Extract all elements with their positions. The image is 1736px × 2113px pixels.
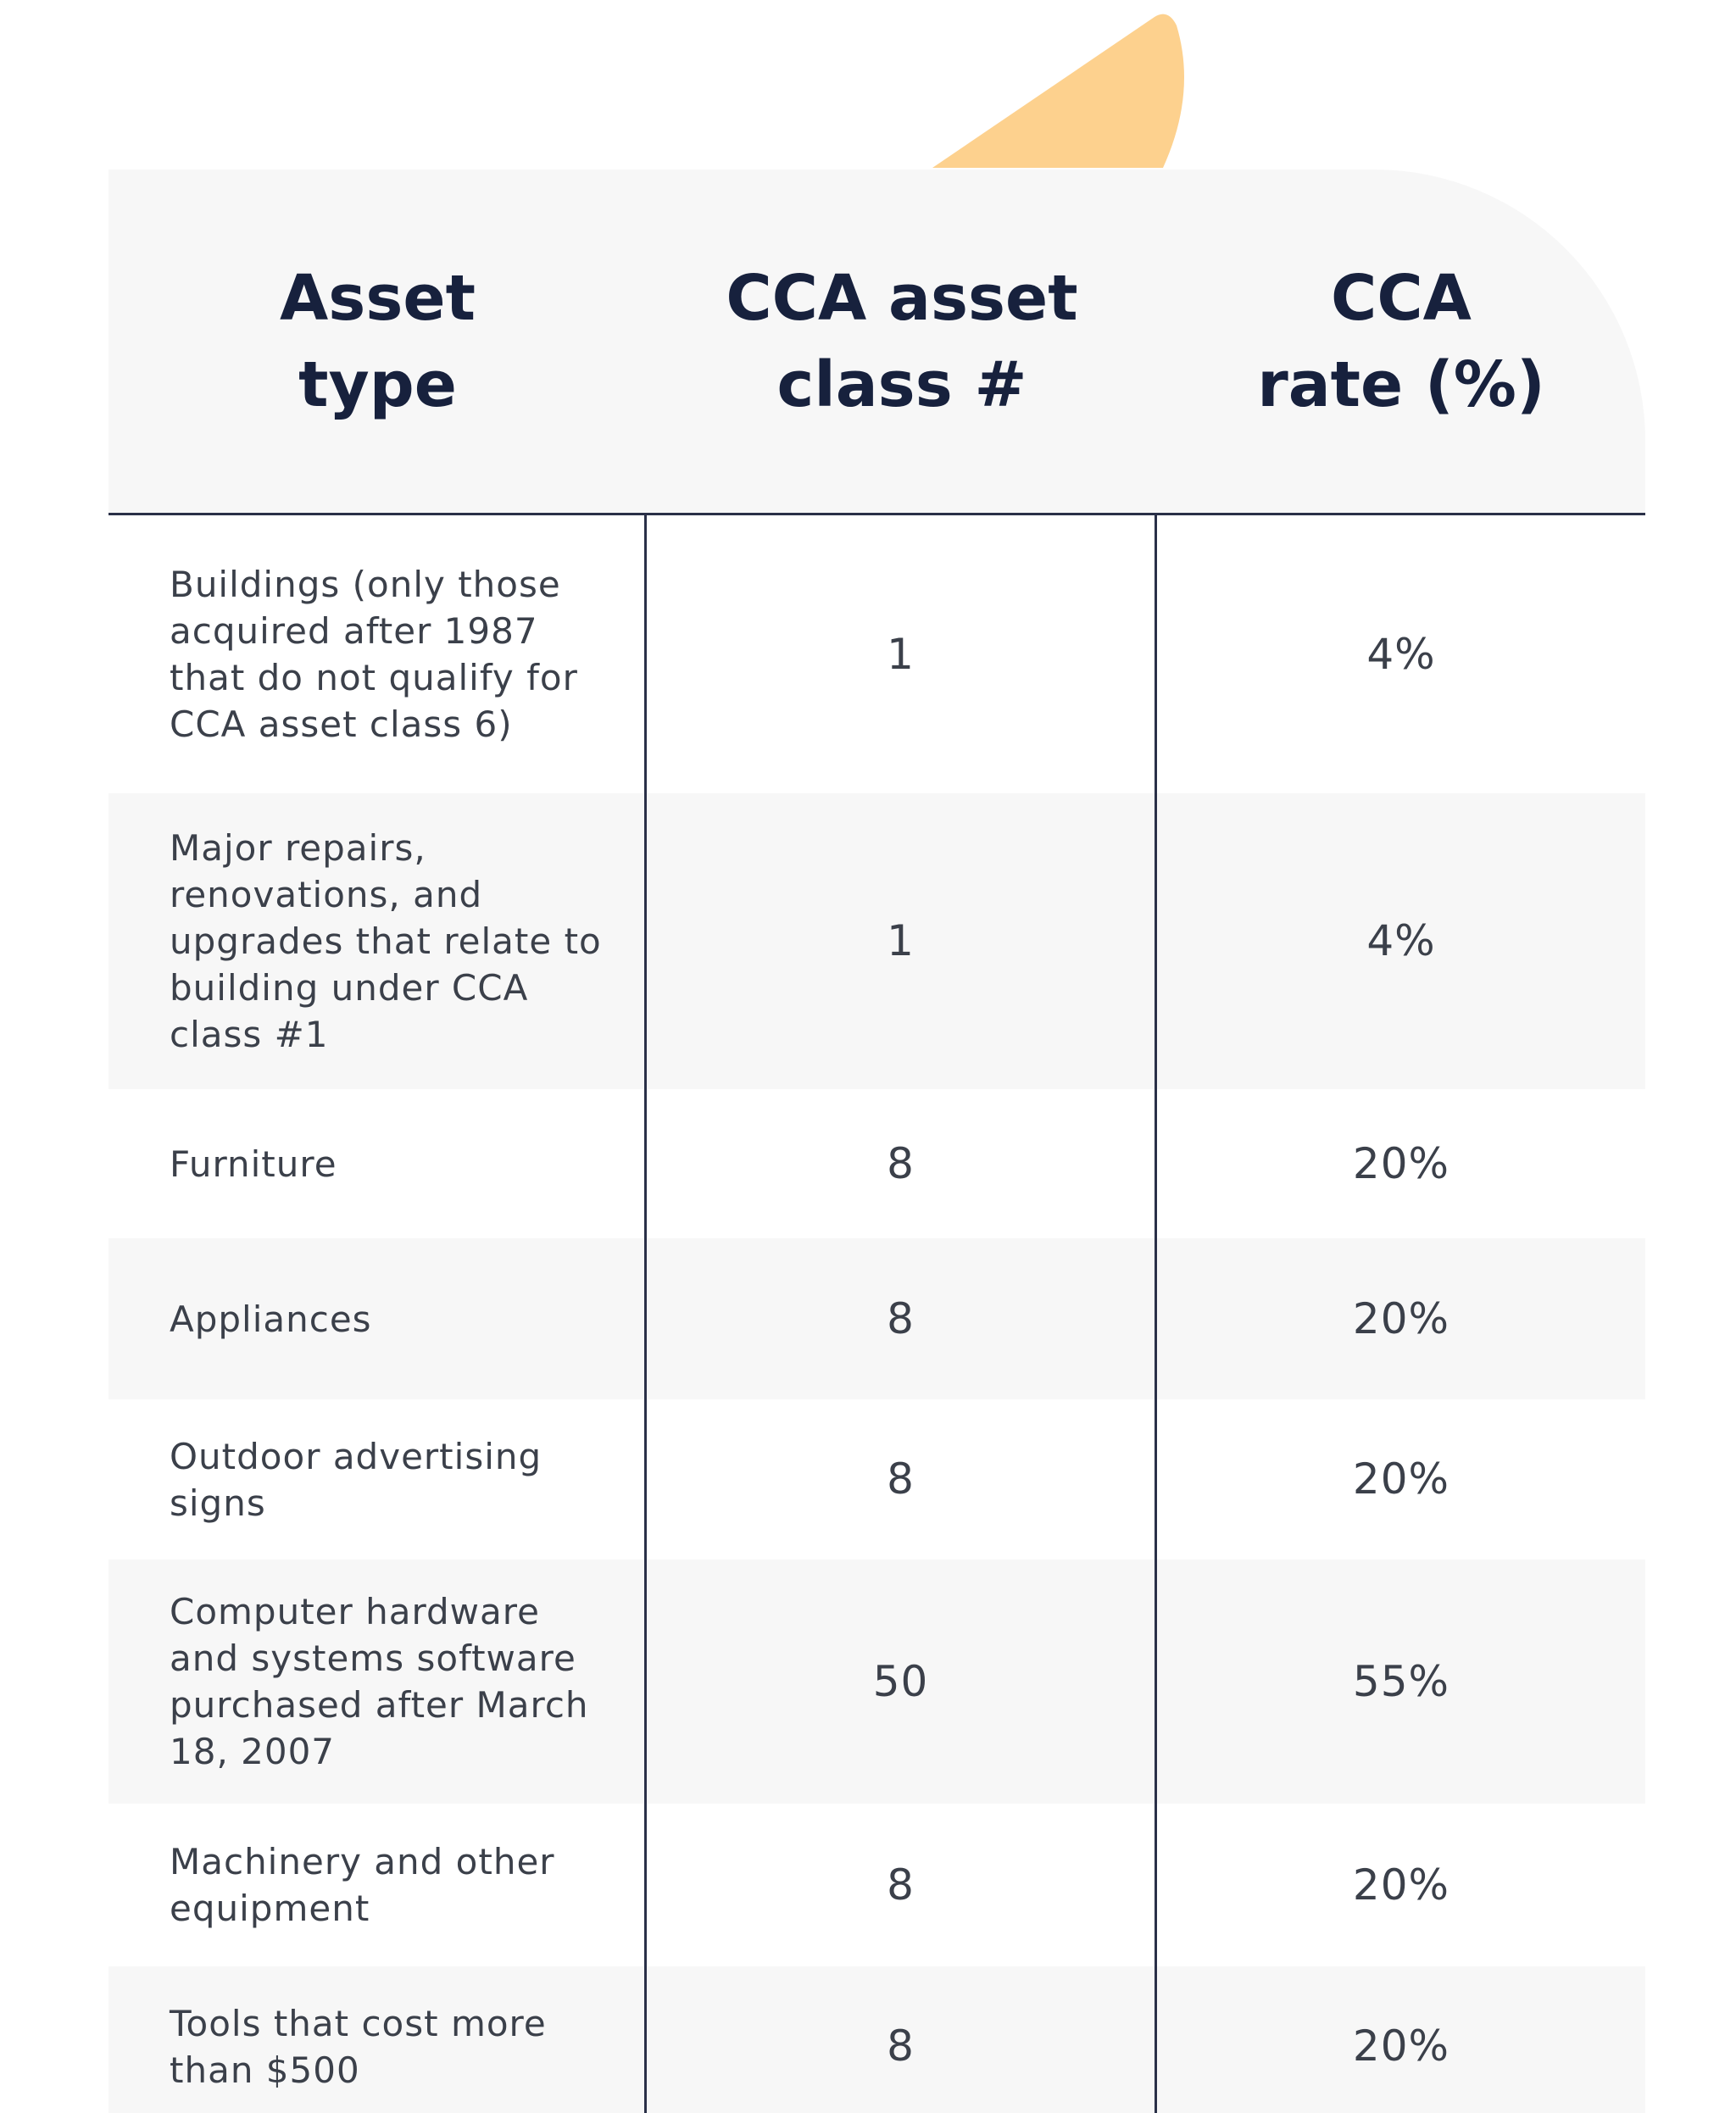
table-cell: 20% [1157, 1238, 1645, 1399]
table-cell: 20% [1157, 1399, 1645, 1560]
yellow-shape [932, 14, 1184, 168]
table-row: Buildings (only those acquired after 198… [108, 515, 1645, 793]
table-cell: 8 [647, 1089, 1157, 1238]
cell-text: 1 [887, 629, 915, 679]
cell-text: Furniture [170, 1143, 337, 1185]
table-row: Outdoor advertising signs 8 20% [108, 1399, 1645, 1560]
header-text: Asset type [280, 261, 476, 421]
table-cell: Computer hardware and systems software p… [108, 1560, 647, 1804]
cell-text: 8 [887, 1138, 915, 1188]
cell-text: 55% [1352, 1656, 1450, 1706]
table-cell: Major repairs, renovations, and upgrades… [108, 793, 647, 1089]
table-row: Appliances 8 20% [108, 1238, 1645, 1399]
table-cell: Buildings (only those acquired after 198… [108, 515, 647, 793]
table-row: Tools that cost more than $500 8 20% [108, 1966, 1645, 2113]
table-cell: 4% [1157, 793, 1645, 1089]
header-text: CCA rate (%) [1257, 261, 1545, 421]
table-cell: 8 [647, 1804, 1157, 1966]
cell-text: 20% [1352, 1860, 1450, 1910]
cell-text: Major repairs, renovations, and upgrades… [170, 827, 602, 1055]
cell-text: Appliances [170, 1298, 372, 1340]
cell-text: 50 [872, 1656, 929, 1706]
header-text: CCA asset class # [726, 261, 1078, 421]
header-cell: CCA rate (%) [1157, 170, 1645, 513]
cell-text: Buildings (only those acquired after 198… [170, 564, 578, 745]
cell-text: 20% [1352, 1293, 1450, 1343]
table-cell: 8 [647, 1966, 1157, 2113]
table-cell: Furniture [108, 1089, 647, 1238]
table-cell: 50 [647, 1560, 1157, 1804]
cell-text: Outdoor advertising signs [170, 1435, 542, 1524]
table-row: Major repairs, renovations, and upgrades… [108, 793, 1645, 1089]
table-cell: 1 [647, 793, 1157, 1089]
cell-text: 20% [1352, 2021, 1450, 2071]
cell-text: Tools that cost more than $500 [170, 2002, 547, 2091]
cell-text: 1 [887, 916, 915, 965]
table-cell: 8 [647, 1238, 1157, 1399]
table-cell: 8 [647, 1399, 1157, 1560]
table-cell: 55% [1157, 1560, 1645, 1804]
cell-text: Machinery and other equipment [170, 1841, 555, 1929]
header-row: Asset type CCA asset class # CCA rate (%… [108, 170, 1645, 515]
table-row: Furniture 8 20% [108, 1089, 1645, 1238]
table-row: Computer hardware and systems software p… [108, 1560, 1645, 1804]
table-cell: 20% [1157, 1089, 1645, 1238]
table-cell: Tools that cost more than $500 [108, 1966, 647, 2113]
table-cell: 1 [647, 515, 1157, 793]
table-cell: 20% [1157, 1804, 1645, 1966]
table: Asset type CCA asset class # CCA rate (%… [108, 170, 1645, 2113]
table-cell: 4% [1157, 515, 1645, 793]
table-cell: Machinery and other equipment [108, 1804, 647, 1966]
cell-text: 8 [887, 1293, 915, 1343]
table-cell: Appliances [108, 1238, 647, 1399]
table-body: Buildings (only those acquired after 198… [108, 515, 1645, 2113]
cell-text: 20% [1352, 1138, 1450, 1188]
table-row: Machinery and other equipment 8 20% [108, 1804, 1645, 1966]
cell-text: 4% [1366, 629, 1436, 679]
cell-text: 8 [887, 1454, 915, 1504]
decoration [932, 14, 1184, 168]
cell-text: 8 [887, 1860, 915, 1910]
table-cell: 20% [1157, 1966, 1645, 2113]
header-cell: Asset type [108, 170, 647, 513]
header-cell: CCA asset class # [647, 170, 1157, 513]
cell-text: 4% [1366, 916, 1436, 965]
cell-text: 8 [887, 2021, 915, 2071]
cell-text: Computer hardware and systems software p… [170, 1591, 589, 1772]
table-cell: Outdoor advertising signs [108, 1399, 647, 1560]
cell-text: 20% [1352, 1454, 1450, 1504]
